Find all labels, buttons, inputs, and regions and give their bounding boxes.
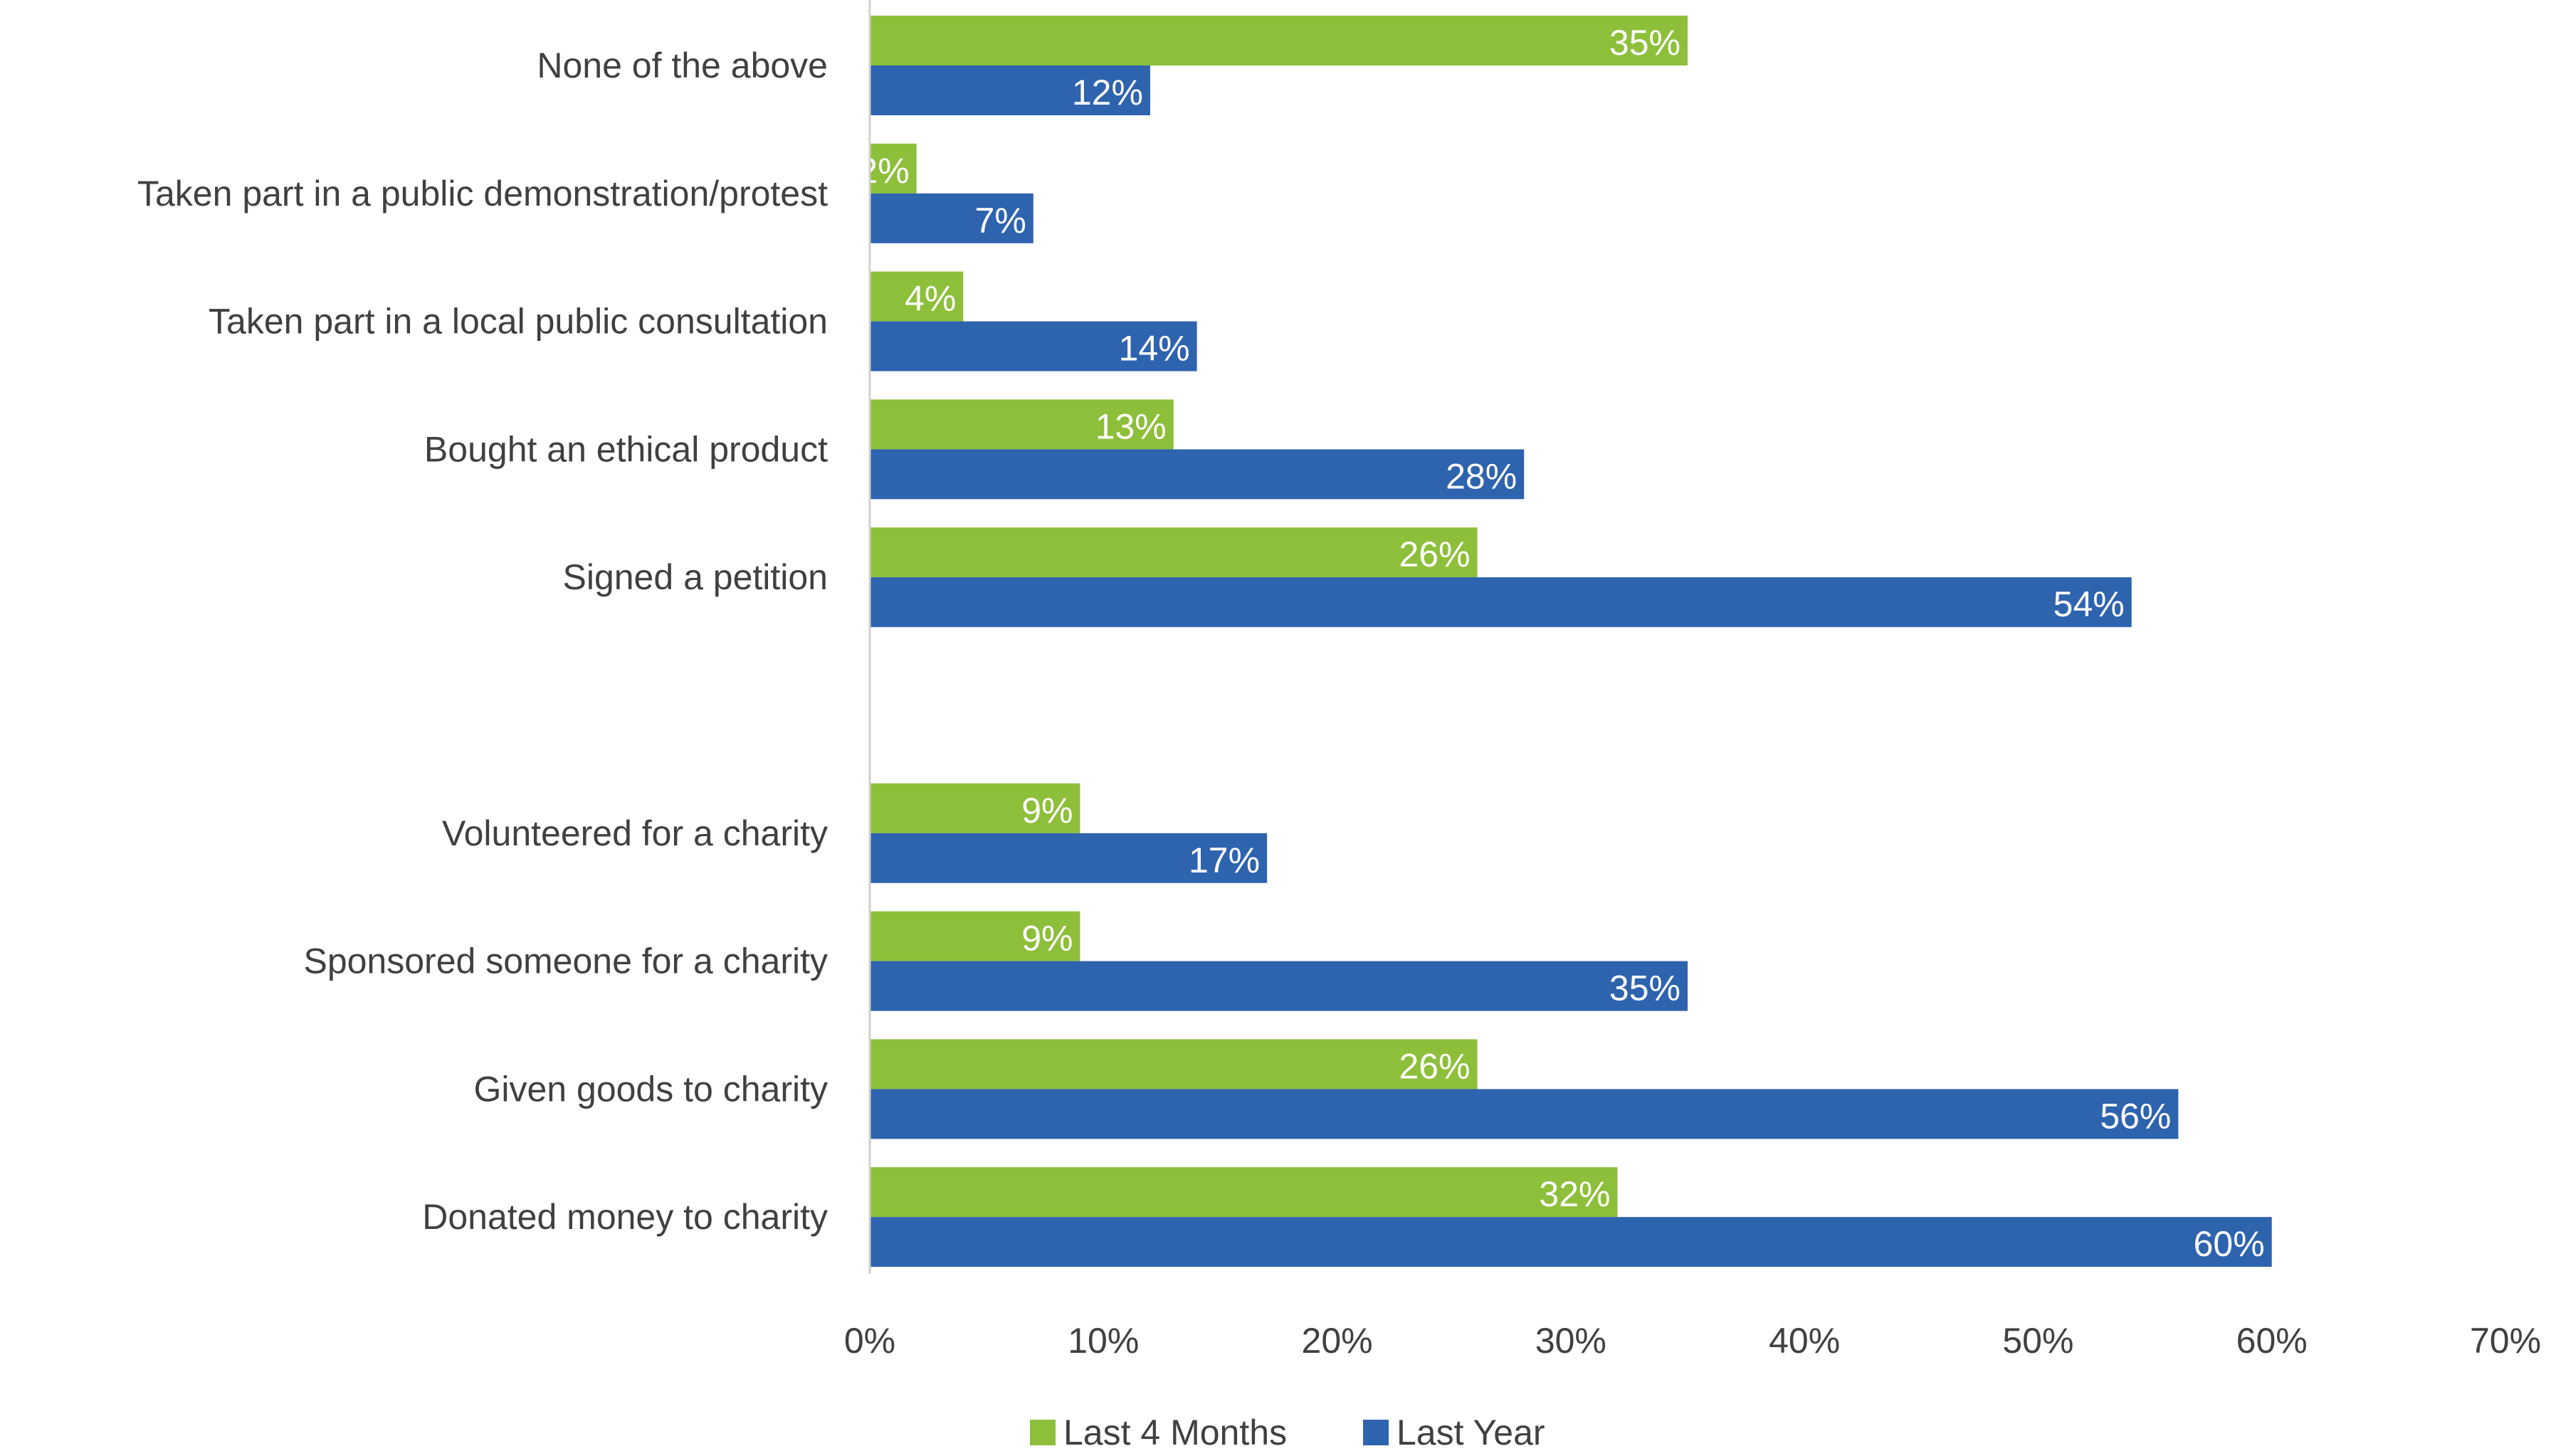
data-label-last-year-volunteered-for-a-charity: 17% <box>1189 840 1260 880</box>
bar-last-year-given-goods-to-charity <box>870 1089 2179 1139</box>
x-tick-label-10: 10% <box>1068 1321 1139 1361</box>
x-tick-label-40: 40% <box>1769 1321 1840 1361</box>
x-tick-label-70: 70% <box>2470 1321 2541 1361</box>
data-label-last-year-none-of-the-above: 12% <box>1072 73 1143 112</box>
category-label-taken-part-in-a-local-public-consultation: Taken part in a local public consultatio… <box>209 302 828 342</box>
legend-swatch-last-year <box>1363 1420 1389 1445</box>
bar-last-year-bought-an-ethical-product <box>870 449 1525 500</box>
bar-last-year-none-of-the-above <box>870 65 1150 115</box>
category-label-signed-a-petition: Signed a petition <box>562 557 828 597</box>
bar-last-year-signed-a-petition <box>870 577 2132 628</box>
legend: Last 4 Months Last Year <box>1030 1413 1545 1452</box>
category-label-volunteered-for-a-charity: Volunteered for a charity <box>442 813 828 853</box>
data-label-last-year-signed-a-petition: 54% <box>2053 584 2125 624</box>
x-axis-tick-labels: 0% 10% 20% 30% 40% 50% 60% 70% <box>844 1321 2541 1361</box>
data-label-last-4-months-signed-a-petition: 26% <box>1399 534 1470 574</box>
data-label-last-year-taken-part-in-a-public-demonstration-protest: 7% <box>975 201 1026 241</box>
bar-last-4-months-taken-part-in-a-local-public-consultation <box>870 271 964 322</box>
x-tick-label-0: 0% <box>844 1321 895 1361</box>
bar-last-4-months-taken-part-in-a-public-demonstration-protest <box>870 143 917 194</box>
category-label-taken-part-in-a-public-demonstration-protest: Taken part in a public demonstration/pro… <box>137 174 828 213</box>
x-tick-label-20: 20% <box>1302 1321 1373 1361</box>
bar-last-4-months-signed-a-petition <box>870 527 1478 578</box>
bar-last-4-months-sponsored-someone-for-a-charity <box>870 911 1080 961</box>
data-label-last-year-donated-money-to-charity: 60% <box>2194 1224 2265 1264</box>
bar-last-4-months-given-goods-to-charity <box>870 1039 1478 1090</box>
bar-last-year-volunteered-for-a-charity <box>870 833 1268 883</box>
bar-last-year-taken-part-in-a-public-demonstration-protest <box>870 193 1033 243</box>
data-label-last-year-given-goods-to-charity: 56% <box>2100 1096 2171 1136</box>
data-label-last-year-sponsored-someone-for-a-charity: 35% <box>1609 969 1680 1008</box>
data-label-last-year-bought-an-ethical-product: 28% <box>1446 456 1517 496</box>
bar-last-4-months-bought-an-ethical-product <box>870 399 1174 450</box>
data-label-last-4-months-none-of-the-above: 35% <box>1609 23 1680 63</box>
data-label-last-4-months-given-goods-to-charity: 26% <box>1399 1046 1470 1086</box>
legend-label-last-4-months: Last 4 Months <box>1063 1413 1287 1452</box>
category-label-bought-an-ethical-product: Bought an ethical product <box>424 429 828 469</box>
bar-last-4-months-volunteered-for-a-charity <box>870 783 1080 833</box>
bar-last-year-sponsored-someone-for-a-charity <box>870 961 1688 1011</box>
data-labels-layer: 35% 12% 2% 7% 4% 14% 13% 28% 26% 54% 9% 17% 9% 35% 26%… <box>858 23 2264 1264</box>
category-labels-layer: None of the above Taken part in a public … <box>137 46 828 1237</box>
data-label-last-4-months-taken-part-in-a-public-demonstration-protest: 2% <box>858 151 909 191</box>
x-tick-label-50: 50% <box>2002 1321 2073 1361</box>
category-label-sponsored-someone-for-a-charity: Sponsored someone for a charity <box>303 941 828 981</box>
category-label-none-of-the-above: None of the above <box>537 46 828 85</box>
data-label-last-4-months-bought-an-ethical-product: 13% <box>1095 406 1167 446</box>
data-label-last-4-months-volunteered-for-a-charity: 9% <box>1021 791 1073 830</box>
bar-last-4-months-none-of-the-above <box>870 16 1688 65</box>
bars-layer <box>870 16 2272 1267</box>
data-label-last-4-months-sponsored-someone-for-a-charity: 9% <box>1021 919 1073 959</box>
data-label-last-4-months-taken-part-in-a-local-public-consultation: 4% <box>905 279 956 319</box>
category-label-given-goods-to-charity: Given goods to charity <box>474 1069 829 1109</box>
bar-last-year-donated-money-to-charity <box>870 1217 2272 1267</box>
data-label-last-year-taken-part-in-a-local-public-consultation: 14% <box>1119 329 1190 369</box>
category-label-donated-money-to-charity: Donated money to charity <box>422 1197 828 1237</box>
x-tick-label-30: 30% <box>1535 1321 1606 1361</box>
legend-label-last-year: Last Year <box>1397 1413 1545 1452</box>
bar-last-year-taken-part-in-a-local-public-consultation <box>870 321 1197 371</box>
bar-last-4-months-donated-money-to-charity <box>870 1167 1618 1218</box>
legend-swatch-last-4-months <box>1030 1420 1056 1445</box>
data-label-last-4-months-donated-money-to-charity: 32% <box>1539 1174 1610 1214</box>
x-tick-label-60: 60% <box>2236 1321 2308 1361</box>
